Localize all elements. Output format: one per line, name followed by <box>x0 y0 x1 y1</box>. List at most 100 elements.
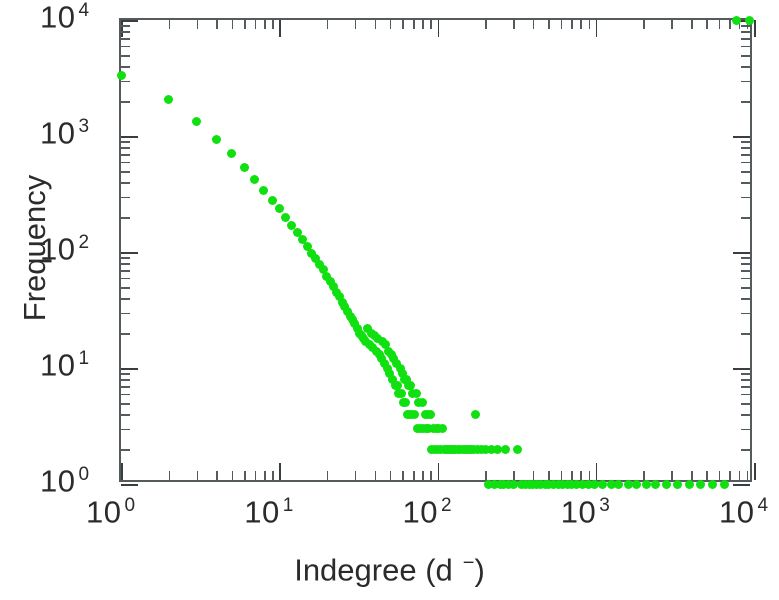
scatter-data-layer <box>116 15 755 489</box>
data-point <box>388 374 398 384</box>
x-tick-label-1: 10 1 <box>244 496 294 527</box>
data-point <box>116 71 126 81</box>
data-point <box>417 398 427 408</box>
data-point <box>328 282 338 292</box>
data-point <box>227 149 237 159</box>
data-point <box>589 479 599 489</box>
data-point <box>471 409 481 419</box>
x-tick-mantissa: 10 <box>86 494 122 530</box>
data-point <box>684 479 694 489</box>
y-axis-right-major-tick <box>733 484 750 486</box>
x-axis-top-major-tick <box>754 20 756 37</box>
data-point <box>490 479 500 489</box>
data-point <box>340 301 350 311</box>
data-point <box>373 333 383 343</box>
data-point <box>281 212 291 222</box>
y-tick-exponent: 0 <box>78 464 90 485</box>
data-point <box>503 479 513 489</box>
x-tick-exponent: 4 <box>757 495 769 516</box>
data-point <box>606 479 616 489</box>
data-point <box>402 374 412 384</box>
data-point <box>584 479 593 489</box>
x-tick-label-3: 10 3 <box>561 496 611 527</box>
y-tick-exponent: 4 <box>78 0 90 21</box>
data-point <box>719 479 729 489</box>
data-point <box>362 323 372 333</box>
data-point <box>483 479 493 489</box>
data-point <box>425 409 435 419</box>
data-point <box>512 444 522 454</box>
data-point <box>331 287 341 297</box>
x-tick-mantissa: 10 <box>244 494 280 530</box>
data-point <box>211 135 221 145</box>
data-point <box>548 479 558 489</box>
y-tick-mantissa: 10 <box>40 0 76 35</box>
data-point <box>322 271 332 281</box>
data-point <box>401 398 411 408</box>
x-axis-label-text: Indegree (d <box>294 552 453 588</box>
data-point <box>508 479 518 489</box>
data-point <box>274 204 284 214</box>
x-axis-label: Indegree (d −) <box>0 552 779 588</box>
data-point <box>385 368 395 378</box>
data-point <box>297 235 307 245</box>
data-point <box>250 175 260 185</box>
x-tick-exponent: 0 <box>124 495 136 516</box>
data-point <box>566 479 576 489</box>
x-axis-major-tick <box>754 463 756 480</box>
data-point <box>572 479 582 489</box>
data-point <box>732 15 742 25</box>
data-point <box>642 479 652 489</box>
x-tick-mantissa: 10 <box>402 494 438 530</box>
data-point <box>397 368 407 378</box>
y-tick-label-1: 10 1 <box>40 349 90 380</box>
data-point <box>673 479 683 489</box>
data-point <box>708 479 718 489</box>
data-point <box>311 253 321 263</box>
x-tick-label-0: 10 0 <box>86 496 136 527</box>
data-point <box>292 227 302 237</box>
data-point <box>577 479 587 489</box>
data-point <box>259 185 269 195</box>
data-point <box>352 323 362 333</box>
data-point <box>662 479 671 489</box>
data-point <box>424 424 434 434</box>
x-axis-label-close: ) <box>474 552 485 588</box>
y-tick-label-3: 10 3 <box>40 117 90 148</box>
data-point <box>343 306 352 316</box>
data-point <box>164 95 174 105</box>
data-point <box>381 339 391 349</box>
y-axis-major-tick <box>121 484 138 486</box>
data-point <box>623 479 633 489</box>
data-point <box>543 479 553 489</box>
x-tick-exponent: 2 <box>440 495 453 516</box>
data-point <box>302 241 312 251</box>
data-point <box>696 479 706 489</box>
y-tick-mantissa: 10 <box>40 231 76 267</box>
data-point <box>393 381 403 391</box>
x-tick-mantissa: 10 <box>560 494 597 530</box>
data-point <box>498 479 508 489</box>
data-point <box>651 479 661 489</box>
y-tick-label-0: 10 0 <box>40 465 90 496</box>
data-point <box>487 444 497 454</box>
data-point <box>406 381 416 391</box>
y-tick-label-4: 10 4 <box>40 1 90 32</box>
x-tick-label-2: 10 2 <box>403 496 453 527</box>
data-point <box>410 409 420 419</box>
y-axis-label-text: Frequency <box>17 174 52 322</box>
x-tick-exponent: 1 <box>282 495 294 516</box>
data-point <box>382 363 392 373</box>
data-point <box>287 220 297 230</box>
data-point <box>307 248 317 258</box>
data-point <box>395 363 405 373</box>
data-point <box>480 444 490 454</box>
data-point <box>396 389 406 399</box>
y-tick-label-2: 10 2 <box>40 233 90 264</box>
data-point <box>315 260 325 270</box>
data-point <box>531 479 541 489</box>
x-tick-exponent: 3 <box>599 495 611 516</box>
data-point <box>379 358 389 368</box>
data-point <box>334 292 344 302</box>
